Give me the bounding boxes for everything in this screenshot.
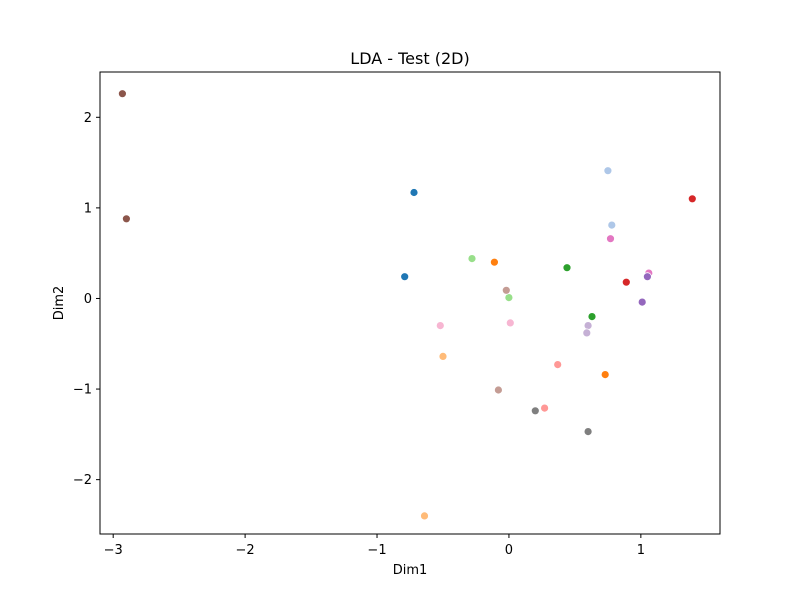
data-point-9 [606,234,615,244]
data-point-13 [467,254,477,264]
data-point-2 [122,214,131,224]
chart-title: LDA - Test (2D) [350,49,469,68]
data-point-26 [420,511,429,521]
data-point-19 [501,285,511,295]
x-axis-ticks: −3 −2 −1 0 1 [104,534,645,558]
data-points [118,89,697,521]
y-tick-label-3: 0 [84,292,92,307]
y-tick-label-1: −2 [73,473,92,488]
data-point-6 [607,220,617,230]
x-tick-label-3: −1 [367,543,386,558]
data-point-30 [583,427,593,437]
y-tick-label-2: −1 [73,383,92,398]
data-point-5 [603,166,613,176]
data-point-11 [643,272,652,282]
x-tick-label-4: 0 [505,543,513,558]
x-tick-label-5: 1 [637,543,645,558]
data-point-12 [637,297,647,307]
x-axis-label: Dim1 [393,563,428,578]
data-point-22 [505,318,515,328]
data-point-24 [582,328,592,338]
data-point-28 [540,403,549,413]
data-point-7 [687,194,697,204]
y-axis-label: Dim2 [52,286,67,321]
x-tick-label-1: −3 [104,543,123,558]
data-point-27 [553,360,563,370]
x-tick-label-2: −2 [236,543,255,558]
data-point-16 [600,370,610,380]
y-tick-label-4: 1 [84,201,92,216]
data-point-15 [489,257,499,267]
data-point-1 [118,89,127,99]
data-point-17 [562,263,572,273]
data-point-23 [583,321,593,331]
data-point-3 [409,188,419,197]
data-point-25 [438,351,448,361]
y-axis-ticks: −2 −1 0 1 2 [73,111,100,488]
data-point-8 [621,277,631,287]
data-point-14 [504,293,514,303]
data-point-18 [587,312,597,322]
data-point-4 [400,272,410,282]
y-tick-label-5: 2 [84,111,92,126]
data-point-20 [493,385,503,395]
data-point-29 [530,406,540,416]
data-point-21 [435,321,445,331]
plot-frame [99,71,721,535]
